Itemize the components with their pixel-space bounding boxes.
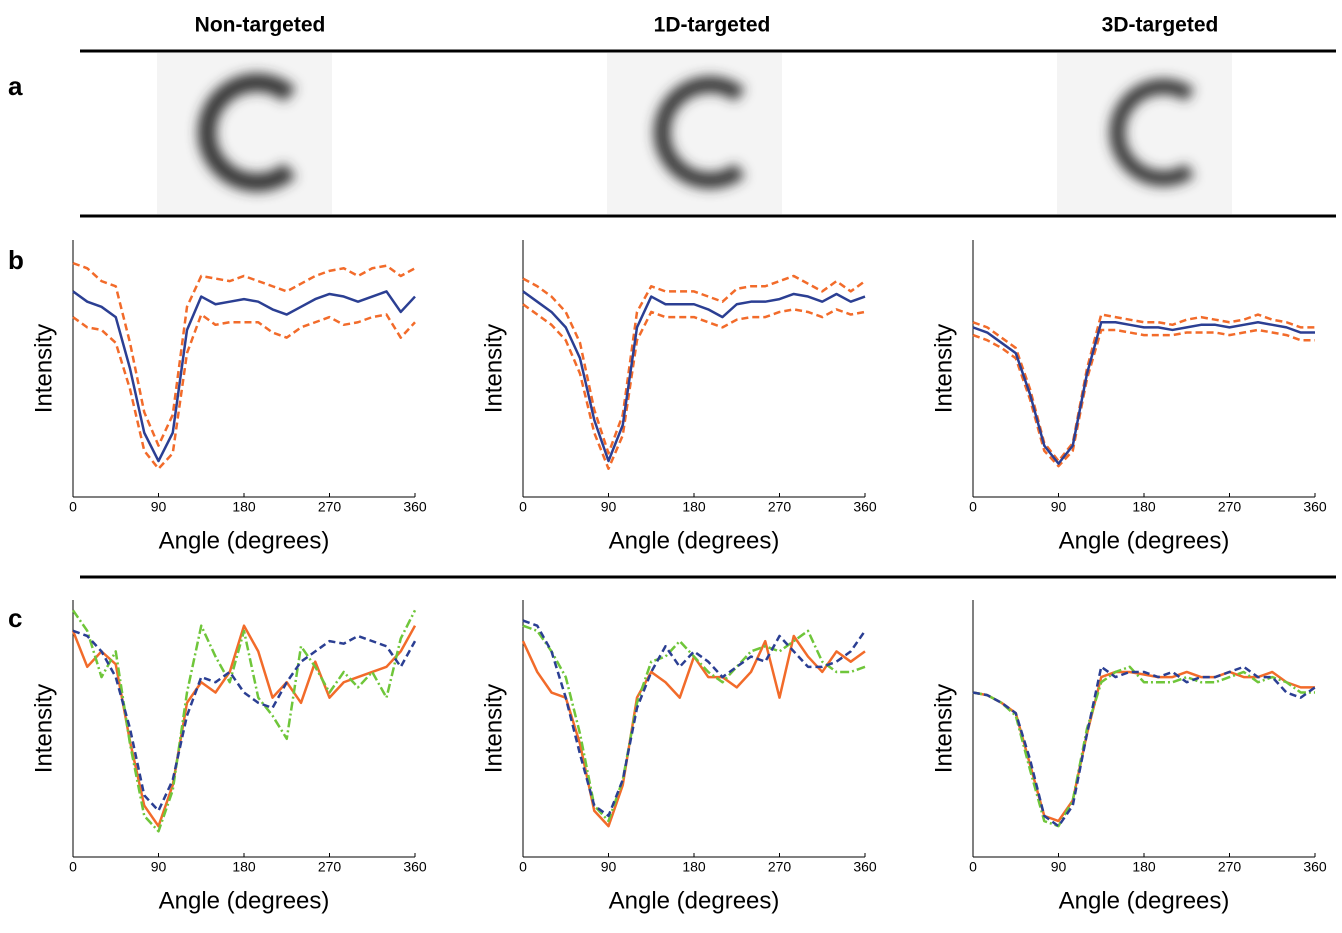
x-tick-label: 0 [69,499,77,515]
series-line [972,313,1315,463]
x-tick-label: 360 [853,859,877,875]
x-tick-label: 180 [1132,859,1156,875]
ring-image [157,53,332,214]
series-line [71,609,417,833]
y-axis-label: Intensity [480,684,507,773]
x-tick-label: 90 [1051,499,1067,515]
x-tick-label: 0 [969,499,977,515]
x-tick-label: 90 [601,859,617,875]
x-tick-label: 270 [318,499,342,515]
x-tick-label: 360 [403,859,427,875]
x-tick-label: 270 [318,859,342,875]
x-tick-label: 90 [151,859,167,875]
x-tick-label: 360 [1303,859,1327,875]
x-tick-label: 90 [1051,859,1067,875]
row-label: a [8,71,23,101]
x-tick-label: 360 [403,499,427,515]
y-axis-label: Intensity [930,684,957,773]
column-title: 3D-targeted [1102,14,1219,37]
y-axis-label: Intensity [930,324,957,413]
series-line [522,290,866,463]
x-axis-label: Angle (degrees) [159,527,330,554]
series-line [72,261,416,447]
y-axis-label: Intensity [30,324,57,413]
x-axis-label: Angle (degrees) [1059,527,1230,554]
ring-image [607,53,782,214]
x-tick-label: 360 [853,499,877,515]
x-axis-label: Angle (degrees) [609,887,780,914]
column-title: Non-targeted [195,14,326,37]
column-title: 1D-targeted [654,14,771,37]
x-axis-label: Angle (degrees) [159,887,330,914]
series-line [972,665,1316,828]
x-tick-label: 270 [768,859,792,875]
series-line [72,290,416,463]
series-line [72,313,416,470]
series-line [972,328,1315,468]
series-line [522,303,866,470]
ring-image [1057,53,1232,214]
x-tick-label: 0 [69,859,77,875]
x-tick-label: 270 [768,499,792,515]
series-line [71,624,417,828]
x-tick-label: 180 [682,499,706,515]
x-tick-label: 0 [519,499,527,515]
x-tick-label: 180 [232,859,256,875]
x-tick-label: 90 [151,499,167,515]
series-line [72,629,417,812]
x-tick-label: 0 [969,859,977,875]
y-axis-label: Intensity [30,684,57,773]
row-label: b [8,245,24,275]
series-line [522,274,866,455]
x-tick-label: 180 [682,859,706,875]
x-tick-label: 360 [1303,499,1327,515]
series-line [972,320,1315,465]
x-tick-label: 0 [519,859,527,875]
x-tick-label: 180 [1132,499,1156,515]
x-tick-label: 270 [1218,499,1242,515]
x-tick-label: 180 [232,499,256,515]
x-axis-label: Angle (degrees) [609,527,780,554]
row-label: c [8,603,22,633]
series-line [972,665,1315,828]
y-axis-label: Intensity [480,324,507,413]
x-axis-label: Angle (degrees) [1059,887,1230,914]
x-tick-label: 270 [1218,859,1242,875]
series-line [522,624,866,823]
x-tick-label: 90 [601,499,617,515]
series-line [522,619,867,818]
